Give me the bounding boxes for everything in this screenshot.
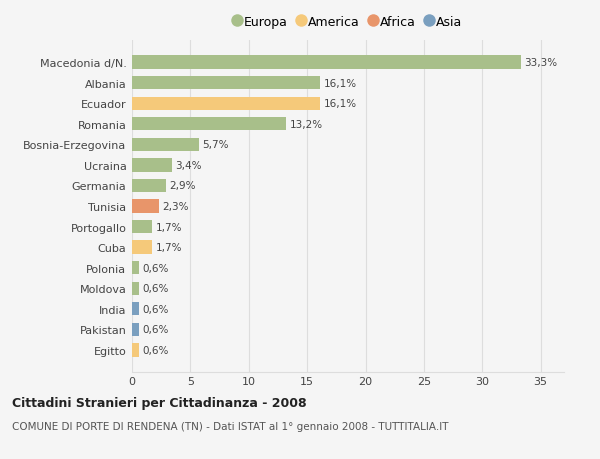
Bar — [132, 56, 521, 70]
Bar — [132, 118, 286, 131]
Text: Cittadini Stranieri per Cittadinanza - 2008: Cittadini Stranieri per Cittadinanza - 2… — [12, 396, 307, 409]
Text: 0,6%: 0,6% — [143, 284, 169, 294]
Text: 13,2%: 13,2% — [290, 119, 323, 129]
Text: 0,6%: 0,6% — [143, 325, 169, 335]
Bar — [132, 282, 139, 295]
Bar — [132, 241, 152, 254]
Bar — [132, 159, 172, 172]
Text: 0,6%: 0,6% — [143, 263, 169, 273]
Bar — [132, 138, 199, 151]
Text: 2,9%: 2,9% — [169, 181, 196, 191]
Text: 5,7%: 5,7% — [202, 140, 229, 150]
Bar — [132, 200, 159, 213]
Legend: Europa, America, Africa, Asia: Europa, America, Africa, Asia — [234, 16, 462, 28]
Text: 0,6%: 0,6% — [143, 345, 169, 355]
Bar — [132, 220, 152, 234]
Text: 2,3%: 2,3% — [163, 202, 189, 212]
Text: 1,7%: 1,7% — [155, 222, 182, 232]
Bar — [132, 323, 139, 336]
Text: 3,4%: 3,4% — [175, 161, 202, 171]
Bar — [132, 343, 139, 357]
Text: 16,1%: 16,1% — [323, 99, 356, 109]
Bar — [132, 302, 139, 316]
Bar — [132, 77, 320, 90]
Text: COMUNE DI PORTE DI RENDENA (TN) - Dati ISTAT al 1° gennaio 2008 - TUTTITALIA.IT: COMUNE DI PORTE DI RENDENA (TN) - Dati I… — [12, 421, 449, 431]
Text: 1,7%: 1,7% — [155, 242, 182, 252]
Text: 16,1%: 16,1% — [323, 78, 356, 89]
Text: 33,3%: 33,3% — [524, 58, 557, 68]
Bar — [132, 97, 320, 111]
Text: 0,6%: 0,6% — [143, 304, 169, 314]
Bar — [132, 262, 139, 275]
Bar — [132, 179, 166, 193]
